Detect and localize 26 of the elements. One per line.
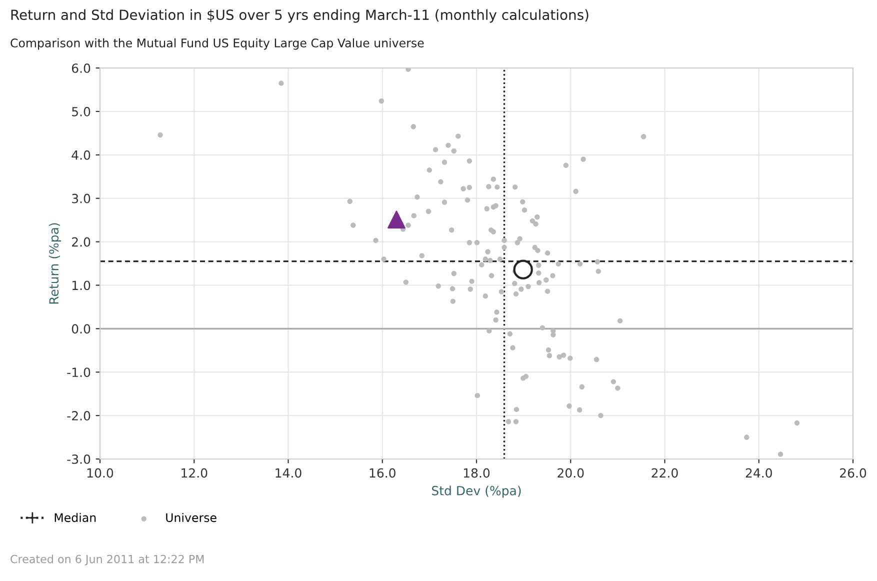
y-tick-label: 2.0 xyxy=(72,237,90,247)
y-tick-label: -1.0 xyxy=(67,368,90,378)
legend-label: Universe xyxy=(166,512,216,522)
y-tick-label: 4.0 xyxy=(72,150,90,160)
x-tick-label: 22.0 xyxy=(652,468,678,478)
y-tick-label: 3.0 xyxy=(72,194,90,204)
x-tick-label: 12.0 xyxy=(182,468,208,478)
x-tick-label: 24.0 xyxy=(746,468,772,478)
y-tick-label: 1.0 xyxy=(72,280,90,290)
legend-label: Median xyxy=(54,512,96,522)
chart-subtitle: Comparison with the Mutual Fund US Equity Large Cap Value universe xyxy=(10,38,424,50)
y-tick-label: -3.0 xyxy=(67,454,90,464)
x-tick-label: 10.0 xyxy=(87,468,114,478)
y-axis-title: Return (%pa) xyxy=(48,223,62,304)
y-tick-label: 0.0 xyxy=(72,324,90,334)
chart-title: Return and Std Deviation in $US over 5 yrs ending March-11 (monthly calculations) xyxy=(11,9,588,23)
x-tick-label: 20.0 xyxy=(558,468,584,478)
y-tick-label: -2.0 xyxy=(67,411,90,420)
x-tick-label: 14.0 xyxy=(276,468,302,478)
x-axis-title: Std Dev (%pa) xyxy=(432,486,521,498)
x-tick-label: 18.0 xyxy=(464,468,490,478)
y-tick-label: 5.0 xyxy=(72,106,90,116)
text: Created on 6 Jun 2011 at 12:22 PM xyxy=(10,554,204,566)
x-tick-label: 16.0 xyxy=(370,468,396,478)
y-tick-label: 6.0 xyxy=(72,63,90,73)
x-tick-label: 26.0 xyxy=(840,468,866,478)
